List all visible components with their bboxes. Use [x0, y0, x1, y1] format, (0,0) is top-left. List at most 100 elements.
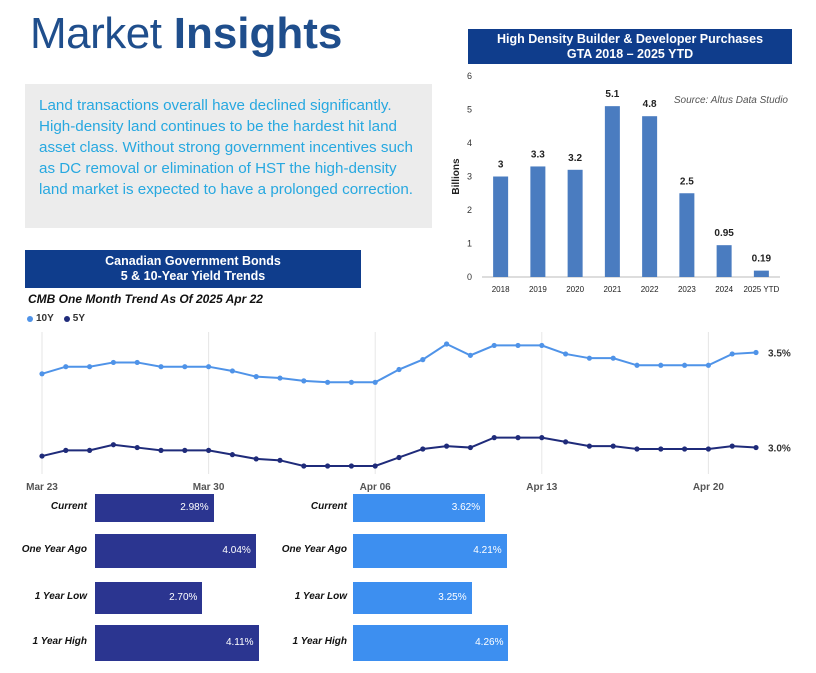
point-10Y: [110, 359, 116, 366]
point-5Y: [372, 463, 378, 469]
point-10Y: [420, 357, 426, 363]
intro-panel: Land transactions overall have declined …: [25, 84, 432, 228]
point-5Y: [539, 435, 545, 441]
point-5Y: [586, 443, 593, 449]
point-10Y: [610, 355, 616, 361]
bar: [604, 106, 620, 278]
point-10Y: [396, 366, 402, 373]
point-5Y: [705, 446, 712, 452]
point-10Y: [444, 341, 450, 347]
point-10Y: [63, 364, 69, 370]
hbar-label: Current: [310, 501, 347, 512]
point-5Y: [39, 453, 45, 459]
point-5Y: [229, 452, 235, 458]
bonds-header: Canadian Government Bonds 5 & 10-Year Yi…: [25, 250, 361, 288]
point-10Y: [277, 375, 283, 381]
point-5Y: [87, 447, 93, 453]
x-tick-label: 2019: [529, 285, 547, 294]
point-10Y: [158, 364, 164, 370]
bar: [493, 176, 509, 277]
y-tick-label: 1: [467, 239, 472, 249]
bar-value-label: 5.1: [605, 89, 619, 100]
point-10Y: [753, 349, 759, 356]
legend-10y: 10Y: [27, 313, 54, 324]
point-10Y: [658, 362, 664, 368]
legend-10y-swatch: [27, 315, 33, 322]
point-10Y: [586, 355, 593, 361]
x-tick-label: 2018: [492, 285, 510, 294]
bar: [530, 166, 546, 277]
hbar-5Y: 2.98%: [95, 494, 214, 522]
point-10Y: [563, 351, 569, 357]
point-5Y: [682, 446, 688, 452]
x-tick-label: 2025 YTD: [743, 285, 779, 294]
hbar-label: 1 Year Low: [294, 591, 347, 602]
bonds-subtitle: 5 & 10-Year Yield Trends: [120, 269, 266, 283]
source-note: Source: Altus Data Studio: [674, 95, 789, 106]
legend-5y: 5Y: [63, 313, 86, 324]
point-10Y: [467, 352, 473, 358]
bar: [567, 169, 583, 277]
point-5Y: [467, 444, 473, 451]
y-tick-label: 3: [467, 172, 472, 182]
hbar-label: One Year Ago: [21, 544, 87, 555]
point-5Y: [610, 443, 616, 449]
hbar-10Y: 4.21%: [353, 534, 507, 568]
point-10Y: [729, 351, 735, 357]
hbar-5Y: 4.11%: [95, 625, 259, 661]
point-10Y: [39, 371, 45, 377]
point-10Y: [491, 342, 497, 349]
point-10Y: [229, 368, 235, 374]
point-10Y: [705, 362, 712, 368]
y-tick-label: 4: [467, 138, 472, 148]
point-5Y: [63, 447, 69, 453]
point-5Y: [396, 454, 402, 461]
point-5Y: [753, 444, 759, 451]
bar-value-label: 3.3: [531, 149, 545, 160]
end-label-5Y: 3.0%: [768, 444, 791, 455]
point-10Y: [372, 379, 378, 385]
point-5Y: [658, 446, 664, 452]
point-10Y: [134, 359, 140, 366]
title-bold: Insights: [173, 9, 343, 58]
point-10Y: [253, 374, 259, 380]
point-5Y: [634, 446, 640, 452]
page-title: Market Insights: [30, 12, 342, 56]
point-5Y: [182, 447, 188, 453]
hbar-10Y: 3.25%: [353, 582, 472, 614]
hbar-10Y: 3.62%: [353, 494, 486, 522]
hbar-label: 1 Year Low: [34, 591, 87, 602]
purchases-chart-subtitle: GTA 2018 – 2025 YTD: [566, 47, 694, 61]
point-10Y: [87, 364, 93, 370]
point-5Y: [729, 443, 735, 449]
bar: [716, 245, 732, 277]
x-tick-label: Mar 23: [26, 482, 58, 493]
hbar-label: 1 Year High: [32, 636, 87, 647]
point-10Y: [634, 362, 640, 368]
point-10Y: [206, 364, 212, 370]
purchases-chart-header: High Density Builder & Developer Purchas…: [468, 29, 792, 64]
y-tick-label: 5: [467, 105, 472, 115]
point-5Y: [515, 435, 521, 441]
point-5Y: [206, 447, 212, 453]
bar-value-label: 0.95: [714, 228, 734, 239]
legend-5y-swatch: [63, 315, 70, 322]
legend-5y-label: 5Y: [72, 313, 86, 324]
x-tick-label: 2024: [715, 285, 733, 294]
bar: [642, 116, 658, 277]
x-tick-label: 2020: [566, 285, 584, 294]
x-tick-label: 2021: [603, 285, 621, 294]
point-10Y: [539, 342, 545, 349]
bar-value-label: 0.19: [752, 254, 772, 265]
hbar-5Y: 4.04%: [95, 534, 256, 568]
y-tick-label: 2: [467, 205, 472, 215]
bar: [753, 270, 769, 277]
point-5Y: [491, 435, 497, 441]
point-10Y: [325, 379, 331, 385]
x-tick-label: Apr 20: [693, 482, 725, 493]
bar-value-label: 4.8: [643, 99, 657, 110]
bar-value-label: 2.5: [680, 176, 694, 187]
x-tick-label: Apr 13: [526, 482, 558, 493]
point-5Y: [348, 463, 354, 469]
y-tick-label: 6: [467, 71, 472, 81]
